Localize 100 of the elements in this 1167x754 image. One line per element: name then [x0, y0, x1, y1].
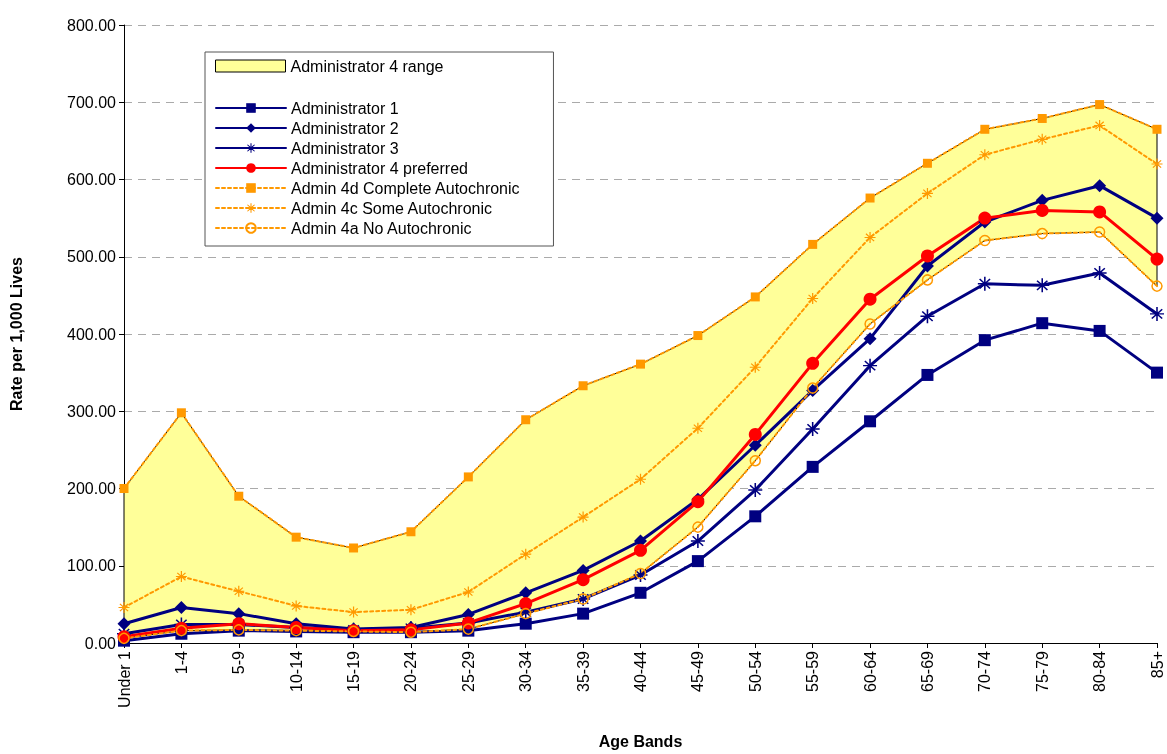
x-tick-label: 10-14: [287, 650, 305, 692]
legend-label: Admin 4a No Autochronic: [291, 219, 472, 237]
x-tick-label: 85+: [1148, 651, 1166, 679]
point: [577, 607, 590, 620]
x-tick-label: 35-39: [574, 650, 592, 692]
point: [977, 276, 992, 291]
point: [1092, 265, 1107, 280]
point: [865, 193, 875, 203]
x-tick-label: 25-29: [459, 650, 477, 692]
point: [1035, 203, 1049, 217]
point: [749, 454, 762, 467]
point: [1151, 280, 1163, 292]
point: [119, 484, 129, 493]
point: [978, 334, 991, 347]
x-tick-label: 65-69: [918, 650, 936, 692]
y-tick-label: 800.00: [67, 16, 117, 34]
point: [748, 427, 762, 441]
point: [1151, 158, 1163, 170]
point: [921, 368, 934, 381]
x-tick-label: 80-84: [1091, 650, 1109, 692]
point: [863, 292, 877, 306]
y-tick-label: 0.00: [84, 634, 117, 652]
point: [693, 331, 703, 341]
point: [406, 527, 416, 537]
y-tick-label: 300.00: [67, 402, 117, 420]
point: [234, 491, 244, 501]
x-tick-label: 30-34: [517, 650, 535, 692]
point: [864, 231, 876, 243]
y-tick-label: 700.00: [67, 93, 117, 111]
legend-label: Administrator 1: [291, 99, 399, 117]
y-tick-label: 100.00: [67, 557, 117, 575]
legend-label: Administrator 4 range: [290, 57, 444, 75]
point: [519, 617, 532, 630]
point: [634, 586, 647, 599]
legend-label: Administrator 4 preferred: [291, 159, 468, 177]
point: [692, 521, 704, 533]
y-tick-label: 600.00: [67, 171, 117, 188]
point: [748, 438, 762, 452]
point: [806, 460, 819, 473]
point: [691, 555, 704, 568]
x-tick-label: 70-74: [976, 650, 994, 692]
x-tick-label: 45-49: [689, 650, 707, 692]
point: [1093, 205, 1107, 219]
point: [805, 422, 820, 437]
point: [1035, 278, 1050, 293]
point: [578, 381, 588, 391]
x-tick-label: 75-79: [1033, 650, 1051, 692]
point: [519, 586, 533, 600]
point: [1036, 317, 1049, 330]
point: [978, 211, 992, 225]
point: [920, 249, 934, 263]
x-tick-label: 15-19: [345, 650, 363, 692]
x-tick-label: Under 1: [115, 650, 133, 708]
point: [1152, 124, 1162, 134]
legend-label: Admin 4d Complete Autochronic: [291, 179, 520, 197]
x-tick-label: 55-59: [804, 650, 822, 692]
x-tick-label: 5-9: [230, 650, 248, 675]
point: [519, 597, 533, 611]
x-tick-label: 20-24: [402, 650, 420, 692]
point: [634, 543, 647, 557]
point: [748, 483, 763, 498]
point: [521, 415, 531, 425]
point: [922, 158, 932, 168]
legend-label: Administrator 3: [291, 139, 399, 157]
point: [291, 532, 301, 542]
point: [921, 274, 934, 286]
point: [750, 292, 760, 302]
point: [117, 617, 131, 631]
point: [462, 586, 474, 598]
y-tick-label: 500.00: [67, 248, 117, 266]
point: [1150, 211, 1164, 225]
point: [864, 415, 877, 428]
point: [864, 318, 876, 330]
point: [1150, 252, 1164, 266]
y-tick-label: 400.00: [67, 325, 117, 343]
point: [1036, 227, 1048, 240]
point: [405, 604, 417, 616]
point: [749, 510, 762, 523]
point: [176, 408, 186, 418]
x-tick-label: 1-4: [172, 650, 190, 675]
point: [863, 358, 878, 373]
point: [1093, 226, 1106, 238]
x-tick-label: 40-44: [632, 650, 649, 692]
point: [1037, 113, 1047, 123]
x-tick-label: 60-64: [861, 650, 879, 692]
point: [1151, 366, 1163, 379]
point: [1150, 306, 1164, 321]
x-tick-label: 50-54: [746, 650, 764, 692]
point: [863, 332, 877, 346]
legend-label: Admin 4c Some Autochronic: [291, 199, 492, 217]
point: [808, 239, 818, 249]
point: [118, 601, 130, 613]
point: [1093, 324, 1106, 337]
point: [636, 359, 645, 369]
point: [349, 543, 359, 553]
x-axis-title: Age Bands: [598, 732, 683, 750]
point: [576, 573, 590, 587]
point: [980, 124, 990, 134]
point: [520, 548, 532, 560]
point: [1036, 133, 1048, 145]
